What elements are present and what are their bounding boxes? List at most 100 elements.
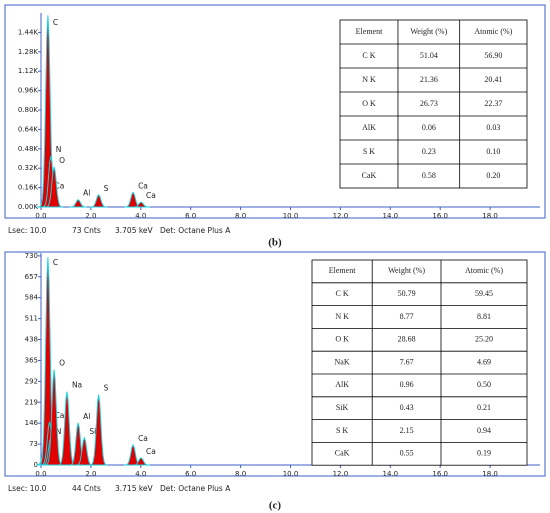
y-tick-label: 511 [25, 315, 38, 323]
peak [132, 201, 150, 208]
table-header: Weight (%) [388, 266, 425, 275]
table-cell: 7.67 [400, 357, 414, 366]
table-cell: O K [335, 335, 349, 344]
x-tick-label: 12.0 [333, 212, 349, 220]
table-cell: 51.04 [420, 51, 438, 60]
peak-label: Ca [55, 411, 65, 420]
x-tick-label: 8.0 [235, 212, 246, 220]
table-cell: 0.94 [477, 426, 491, 435]
table-cell: 0.03 [486, 123, 500, 132]
x-tick-label: 0.0 [35, 212, 46, 220]
table-header: Element [329, 266, 356, 275]
panel-frame [4, 251, 546, 477]
table-cell: C K [362, 51, 375, 60]
status-text: 73 Cnts [72, 226, 101, 235]
x-tick-label: 0.0 [35, 470, 46, 478]
table-cell: 8.81 [477, 312, 491, 321]
table-cell: 0.96 [400, 380, 414, 389]
table-header: Atomic (%) [474, 27, 512, 36]
table-cell: 4.69 [477, 357, 491, 366]
table-cell: 0.19 [477, 449, 491, 458]
y-tick-label: 1.12K [18, 67, 39, 75]
y-tick-label: 1.28K [18, 48, 39, 56]
x-tick-label: 8.0 [235, 470, 246, 478]
table-cell: 0.06 [422, 123, 436, 132]
table-cell: AlK [335, 380, 349, 389]
x-tick-label: 4.0 [135, 212, 146, 220]
table-cell: AlK [362, 123, 376, 132]
peak-label: S [104, 384, 109, 393]
table-cell: 59.45 [475, 289, 493, 298]
peak-label: O [59, 359, 65, 368]
table-cell: CaK [362, 171, 377, 180]
x-tick-label: 18.0 [482, 212, 498, 220]
peak-label: Al [83, 412, 90, 421]
table-cell: 0.50 [477, 380, 491, 389]
y-tick-label: 365 [25, 356, 38, 364]
status-text: 3.715 keV [115, 484, 154, 493]
table-cell: 0.43 [400, 403, 414, 412]
x-tick-label: 16.0 [432, 470, 448, 478]
y-tick-label: 0.96K [18, 87, 39, 95]
x-tick-label: 18.0 [482, 470, 498, 478]
y-tick-label: 0.00K [18, 203, 39, 211]
table-header: Weight (%) [410, 27, 447, 36]
x-tick-label: 14.0 [383, 212, 399, 220]
x-tick-label: 2.0 [85, 212, 96, 220]
peak-label: Ca [146, 191, 156, 200]
y-tick-label: 73 [29, 440, 38, 448]
peak [89, 394, 108, 466]
table-cell: 50.79 [398, 289, 416, 298]
table-cell: 26.73 [420, 99, 438, 108]
table-cell: O K [362, 99, 376, 108]
peak [89, 194, 108, 208]
table-cell: 22.37 [484, 99, 502, 108]
y-tick-label: 0.64K [18, 125, 39, 133]
table-frame [311, 259, 528, 466]
status-text: 44 Cnts [72, 484, 101, 493]
peak-label: Ca [138, 434, 148, 443]
peak-label: O [59, 156, 65, 165]
y-tick-label: 1.44K [18, 28, 39, 36]
y-tick-label: 584 [25, 294, 39, 302]
x-tick-label: 2.0 [85, 470, 96, 478]
x-tick-label: 4.0 [135, 470, 146, 478]
table-cell: SiK [336, 403, 349, 412]
x-tick-label: 10.0 [283, 212, 299, 220]
y-tick-label: 0.16K [18, 184, 39, 192]
table-cell: 20.41 [484, 75, 502, 84]
table-cell: S K [363, 147, 375, 156]
table-cell: CaK [335, 449, 350, 458]
peak-label: C [53, 258, 58, 267]
status-text: Lsec: 10.0 [8, 226, 47, 235]
table-frame [339, 19, 528, 189]
y-tick-label: 0.80K [18, 106, 39, 114]
table-header: Element [356, 27, 383, 36]
y-tick-label: 292 [25, 377, 38, 385]
y-tick-label: 438 [25, 336, 38, 344]
peak-label: Si [89, 427, 96, 436]
peak-label: Na [72, 381, 82, 390]
table-cell: 0.21 [477, 403, 491, 412]
x-tick-label: 14.0 [383, 470, 399, 478]
status-text: Det: Octane Plus A [160, 226, 231, 235]
peak-label: N [56, 145, 62, 154]
panel-label: (c) [269, 500, 282, 512]
table-cell: NaK [335, 357, 350, 366]
status-text: Lsec: 10.0 [8, 484, 47, 493]
peak-label: Ca [55, 181, 65, 190]
panel-frame [4, 4, 546, 219]
peak-label: C [53, 18, 58, 27]
table-cell: 0.20 [486, 171, 500, 180]
status-text: Det: Octane Plus A [160, 484, 231, 493]
panel-label: (b) [268, 237, 282, 249]
table-cell: 21.36 [420, 75, 438, 84]
table-header: Atomic (%) [465, 266, 503, 275]
y-tick-label: 219 [25, 398, 38, 406]
x-tick-label: 10.0 [283, 470, 299, 478]
peak [45, 166, 63, 208]
table-cell: 8.77 [400, 312, 414, 321]
table-cell: 56.90 [484, 51, 502, 60]
x-tick-label: 6.0 [185, 212, 196, 220]
